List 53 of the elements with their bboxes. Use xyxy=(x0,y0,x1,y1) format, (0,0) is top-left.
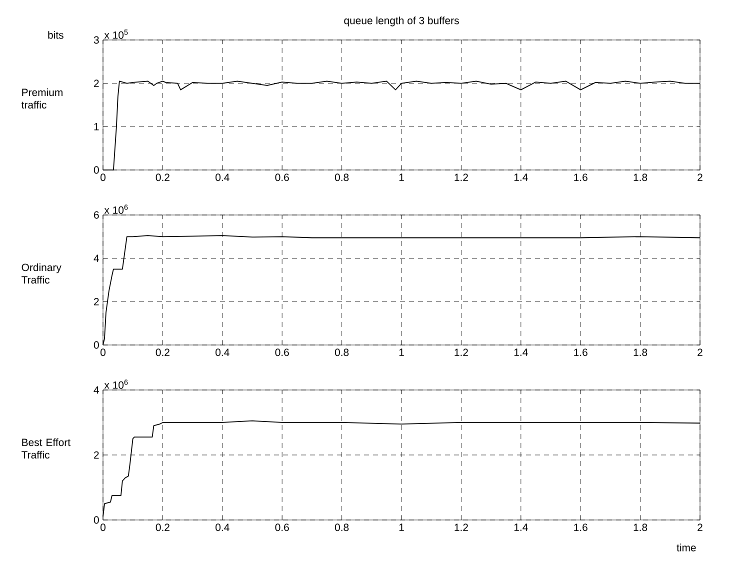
x-tick-label: 2 xyxy=(698,174,702,181)
x-axis-title: time xyxy=(676,544,696,552)
y-axis-title: Best Effort Traffic xyxy=(22,438,70,459)
y-tick-label: 0 xyxy=(94,166,99,174)
x-tick-label: 1.6 xyxy=(574,348,588,356)
x-tick-label: 0.4 xyxy=(216,348,230,356)
chart-title: queue length of 3 buffers xyxy=(344,16,459,26)
x-tick-label: 0.4 xyxy=(216,174,230,182)
x-tick-label: 1.6 xyxy=(574,174,588,182)
x-tick-label: 0.6 xyxy=(275,348,289,356)
x-tick-label: 0.8 xyxy=(334,174,349,182)
x-tick-label: 1.6 xyxy=(574,524,588,532)
x-tick-label: 1.4 xyxy=(514,348,528,356)
text: x 10$^{6}$ xyxy=(104,204,128,214)
y-tick-label: 6 xyxy=(94,211,99,219)
text: bits xyxy=(48,31,64,39)
y-tick-label: 4 xyxy=(94,386,100,394)
x-tick-label: 2 xyxy=(698,348,702,356)
y-tick-label: 2 xyxy=(94,451,99,459)
y-tick-label: 2 xyxy=(94,80,99,87)
x-tick-label: 1.4 xyxy=(514,524,528,531)
text: x 10$^{5}$ xyxy=(104,30,128,39)
x-tick-label: 0.4 xyxy=(216,524,230,532)
y-axis-title: Premium traffic xyxy=(21,88,62,109)
x-tick-label: 1 xyxy=(399,348,404,356)
x-tick-label: 1.8 xyxy=(634,524,648,532)
x-tick-label: 1 xyxy=(399,174,404,181)
y-tick-label: 2 xyxy=(94,298,99,306)
x-tick-label: 1.8 xyxy=(634,174,648,182)
x-tick-label: 1.2 xyxy=(454,174,468,181)
x-tick-label: 0.2 xyxy=(156,524,170,532)
x-tick-label: 1.2 xyxy=(454,524,468,531)
y-axis-title: Ordinary Traffic xyxy=(22,263,62,284)
x-tick-label: 0.6 xyxy=(275,524,289,532)
x-tick-label: 0 xyxy=(100,348,106,356)
x-tick-label: 1 xyxy=(399,524,404,531)
x-tick-label: 1.2 xyxy=(454,348,468,356)
y-tick-label: 0 xyxy=(94,341,99,349)
x-tick-label: 1.8 xyxy=(634,348,648,356)
x-tick-label: 0.6 xyxy=(275,174,289,182)
y-tick-label: 1 xyxy=(94,123,99,130)
x-tick-label: 0.8 xyxy=(334,524,349,532)
x-tick-label: 0 xyxy=(100,524,106,532)
x-tick-label: 0.2 xyxy=(156,174,170,182)
x-tick-label: 2 xyxy=(698,524,702,531)
y-tick-label: 0 xyxy=(94,516,99,524)
x-tick-label: 0.2 xyxy=(156,348,170,356)
y-tick-label: 3 xyxy=(94,36,99,44)
y-tick-label: 4 xyxy=(94,254,100,262)
x-tick-label: 0 xyxy=(100,174,106,182)
text: x 10$^{6}$ xyxy=(104,380,128,389)
x-tick-label: 1.4 xyxy=(514,174,528,181)
x-tick-label: 0.8 xyxy=(334,348,349,356)
